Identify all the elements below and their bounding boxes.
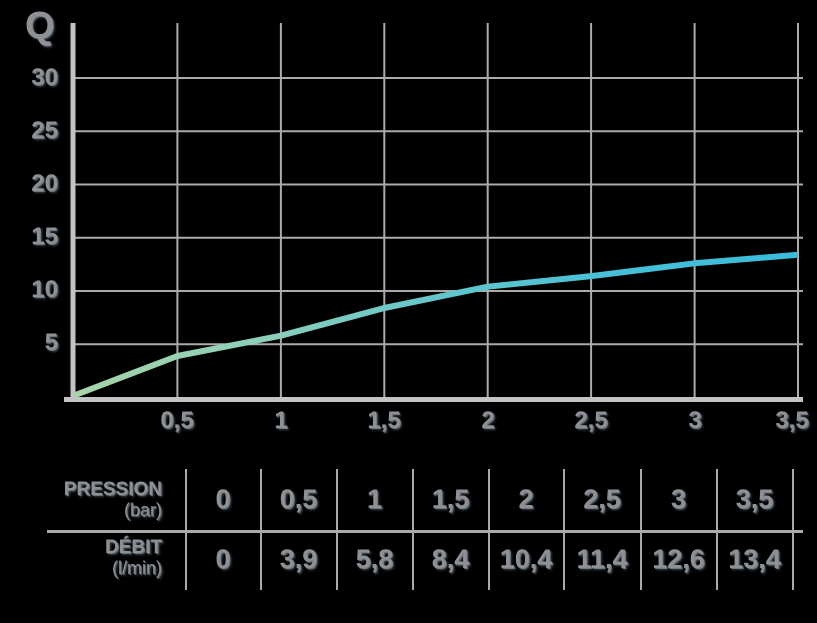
debit-value: 8,4 bbox=[431, 544, 470, 574]
y-tick-25: 25 bbox=[31, 117, 58, 144]
y-tick-10: 10 bbox=[31, 276, 58, 303]
table-divider-vertical bbox=[336, 469, 338, 590]
debit-value: 11,4 bbox=[576, 544, 628, 574]
x-tick-0-5: 0,5 bbox=[160, 407, 194, 434]
table-divider-vertical bbox=[488, 469, 490, 590]
pression-value: 3 bbox=[670, 484, 687, 514]
debit-value: 3,9 bbox=[279, 544, 318, 574]
row-header-debit: DÉBIT (l/min) bbox=[28, 537, 162, 579]
table-divider-vertical bbox=[563, 469, 565, 590]
x-tick-1-5: 1,5 bbox=[367, 407, 401, 434]
pression-value: 1,5 bbox=[431, 484, 470, 514]
pression-value: 2 bbox=[518, 484, 534, 514]
debit-value: 0 bbox=[215, 544, 231, 574]
pression-value: 3,5 bbox=[735, 484, 774, 514]
x-axis bbox=[64, 397, 803, 402]
x-tick-2-5: 2,5 bbox=[574, 407, 608, 434]
table-divider-vertical bbox=[185, 469, 187, 590]
pression-value: 0 bbox=[215, 484, 231, 514]
debit-value: 5,8 bbox=[355, 544, 394, 574]
pression-value: 1 bbox=[366, 484, 383, 514]
y-tick-30: 30 bbox=[31, 64, 58, 91]
x-tick-2: 2 bbox=[481, 407, 495, 434]
flow-curve bbox=[72, 251, 799, 399]
y-tick-5: 5 bbox=[44, 329, 58, 356]
debit-value: 13,4 bbox=[728, 544, 781, 574]
y-tick-15: 15 bbox=[31, 223, 58, 250]
y-axis bbox=[70, 23, 76, 402]
y-tick-20: 20 bbox=[31, 170, 58, 197]
pression-label: PRESSION bbox=[63, 479, 162, 500]
debit-unit: (l/min) bbox=[112, 558, 162, 578]
pression-unit: (bar) bbox=[123, 500, 162, 520]
line-chart bbox=[64, 23, 803, 402]
row-header-pression: PRESSION (bar) bbox=[28, 479, 162, 521]
table-divider-horizontal bbox=[47, 530, 803, 533]
table-divider-vertical bbox=[716, 469, 718, 590]
chart-title-q: Q bbox=[25, 5, 55, 47]
pression-value: 2,5 bbox=[583, 484, 621, 514]
table-divider-vertical bbox=[412, 469, 414, 590]
table-divider-vertical bbox=[640, 469, 642, 590]
table-divider-vertical bbox=[792, 469, 794, 590]
table-divider-vertical bbox=[260, 469, 262, 590]
x-tick-3: 3 bbox=[688, 407, 702, 434]
debit-label: DÉBIT bbox=[105, 537, 162, 558]
x-tick-1: 1 bbox=[274, 407, 288, 434]
debit-value: 12,6 bbox=[652, 544, 705, 574]
x-tick-3-5: 3,5 bbox=[775, 407, 809, 434]
pression-value: 0,5 bbox=[279, 484, 318, 514]
debit-value: 10,4 bbox=[499, 544, 553, 574]
